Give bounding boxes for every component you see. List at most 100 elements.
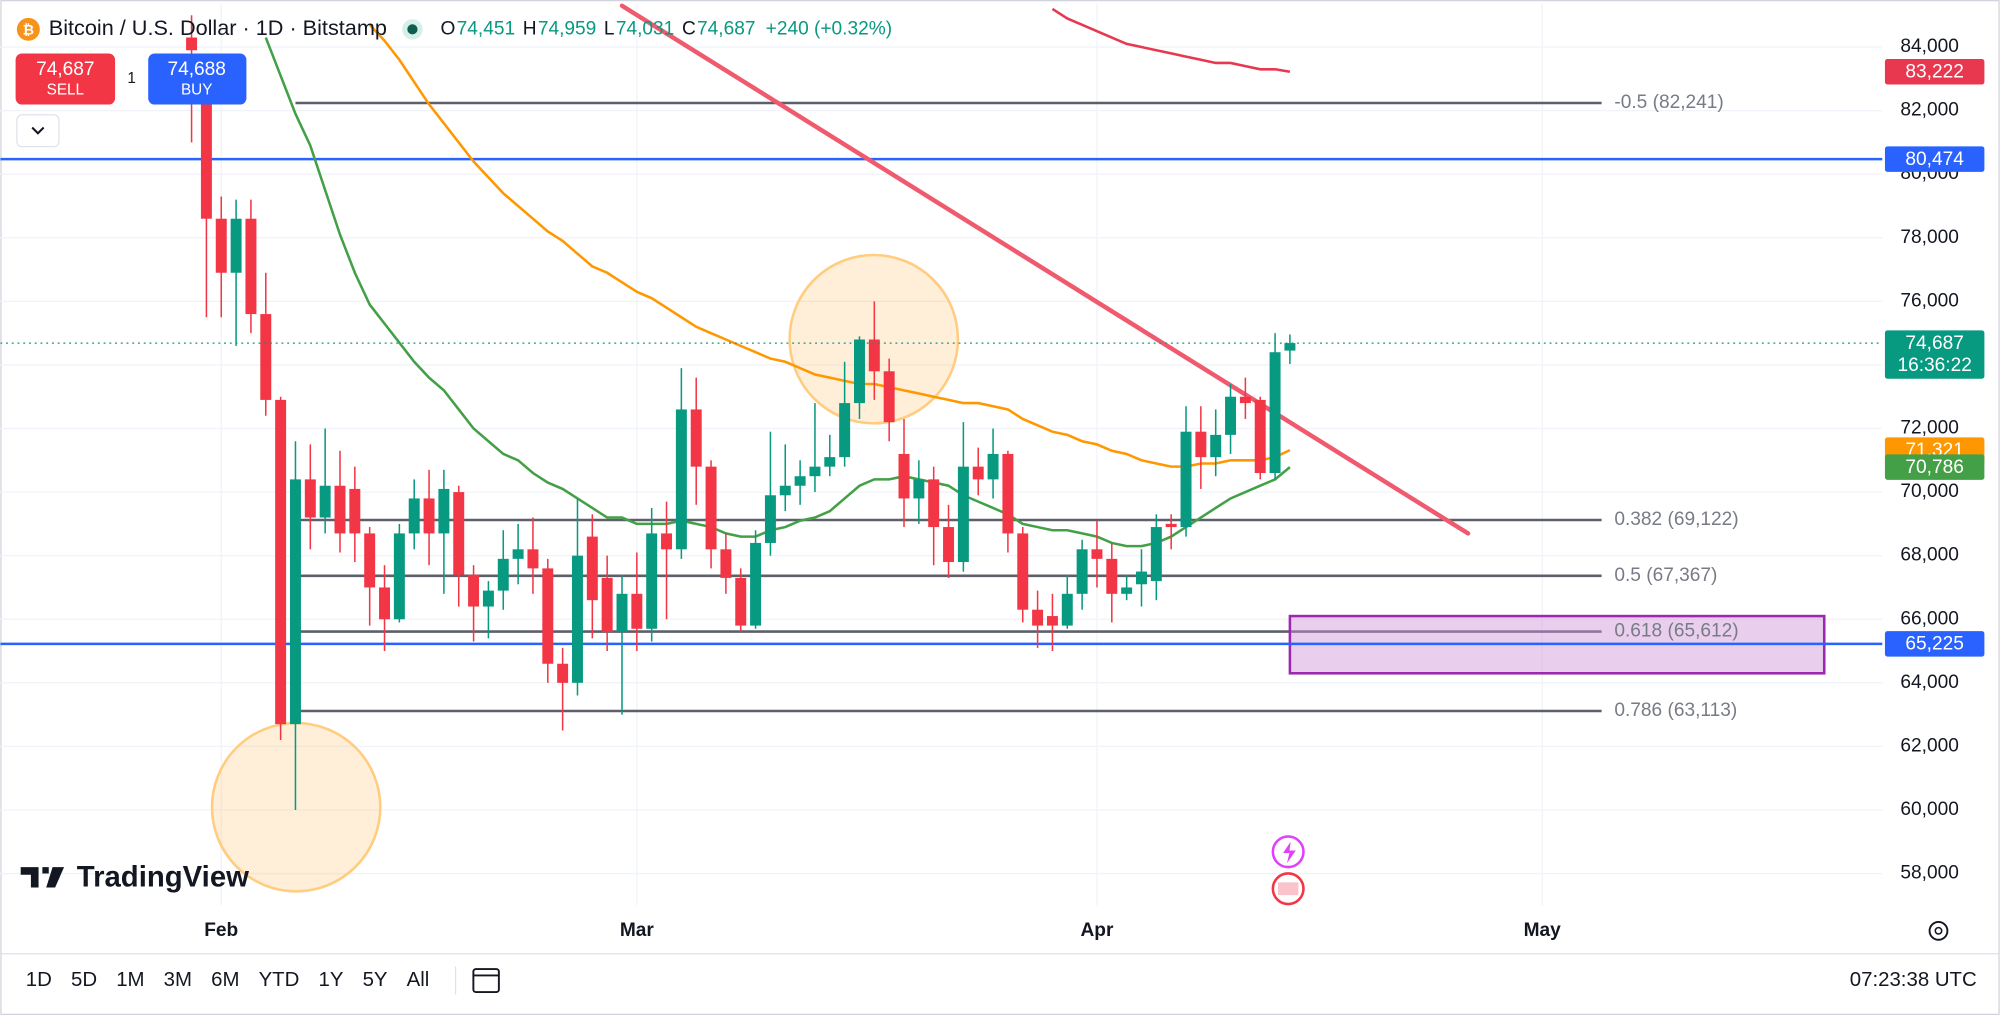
price-tag-label: 65,225 (1905, 634, 1963, 655)
symbol-title[interactable]: Bitcoin / U.S. Dollar · 1D · Bitstamp (49, 15, 387, 40)
event-icon-glyph (1277, 882, 1299, 896)
fib-label: -0.5 (82,241) (1614, 92, 1723, 113)
candle-body (764, 495, 776, 543)
candle-body (542, 568, 554, 664)
clock[interactable]: 07:23:38 UTC (1850, 969, 1977, 991)
settings-button[interactable] (1928, 920, 1949, 941)
fib-label: 0.5 (67,367) (1614, 565, 1717, 586)
price-tag-label: 70,786 (1905, 457, 1963, 478)
settings-icon-center (1934, 926, 1943, 935)
price-tag-label: 83,222 (1905, 61, 1963, 82)
y-tick-label: 76,000 (1900, 290, 1958, 311)
x-tick-label: Apr (1080, 920, 1113, 941)
candle-body (824, 457, 836, 467)
candle-body (275, 399, 287, 725)
candle-body (186, 37, 198, 51)
candle-body (1002, 453, 1014, 534)
candle-body (230, 218, 242, 273)
candle-body (512, 549, 524, 559)
y-tick-label: 68,000 (1900, 545, 1958, 566)
range-button[interactable]: All (407, 969, 430, 991)
event-icons[interactable] (1271, 835, 1305, 906)
collapse-button[interactable] (16, 114, 60, 148)
y-tick-label: 60,000 (1900, 799, 1958, 820)
candle-body (1076, 549, 1088, 594)
x-tick-label: Feb (204, 920, 238, 941)
candle-body (364, 533, 376, 588)
candle-body (497, 558, 509, 591)
candle-body (646, 533, 658, 629)
symbol-icon-glyph: ₿ (23, 21, 34, 37)
ohlc-value: 74,451 (457, 18, 515, 39)
buy-button[interactable] (148, 53, 247, 105)
candle-body (200, 101, 212, 219)
settings-icon[interactable] (1928, 920, 1949, 941)
candle-body (735, 577, 747, 626)
x-tick-label: May (1524, 920, 1562, 941)
candle-body (720, 549, 732, 578)
toolbar: 1D 5D 1M 3M 6M YTD 1Y 5Y All (26, 969, 430, 991)
ohlc-value: 74,959 (538, 18, 596, 39)
price-axis: 58,000 60,000 62,000 64,000 66,000 68,000 70,0… (1884, 36, 1985, 884)
ohlc-key: C (682, 18, 696, 39)
candle-body (423, 498, 435, 534)
candle-body (1269, 352, 1281, 474)
candle-body (1195, 431, 1207, 458)
candle-body (304, 479, 316, 518)
y-tick-label: 64,000 (1900, 672, 1958, 693)
logo: TradingView (20, 860, 249, 893)
price-tag (1884, 454, 1985, 480)
range-button[interactable]: 1M (116, 969, 144, 991)
candle-body (289, 479, 301, 725)
candle-body (557, 663, 569, 683)
fib-label: 0.786 (63,113) (1614, 700, 1737, 721)
candle-body (1091, 549, 1103, 559)
candle-body (482, 590, 494, 607)
candle-body (379, 587, 391, 620)
candle-body (1032, 609, 1044, 626)
candle-body (453, 492, 465, 575)
candle-body (586, 536, 598, 601)
calendar-icon[interactable] (472, 968, 500, 994)
ohlc-key: L (604, 18, 615, 39)
candle-body (675, 409, 687, 550)
candle-body (928, 479, 940, 528)
candle-body (705, 466, 717, 550)
range-button[interactable]: 1D (26, 969, 52, 991)
price-tag (1884, 631, 1985, 657)
candle-body (1210, 434, 1222, 458)
chevron (31, 126, 45, 135)
candle-body (1180, 431, 1192, 528)
logo-text: TradingView (77, 860, 249, 893)
buy-label: BUY (181, 82, 212, 99)
ohlc-key: H (523, 18, 537, 39)
date-range-button[interactable] (472, 968, 500, 994)
candle-body (260, 314, 272, 400)
candle-body (868, 339, 880, 372)
y-tick-label: 58,000 (1900, 863, 1958, 884)
range-button[interactable]: 1Y (319, 969, 344, 991)
range-button[interactable]: 5D (71, 969, 97, 991)
candle-body (883, 371, 895, 423)
range-button[interactable]: 6M (211, 969, 239, 991)
range-button[interactable]: YTD (259, 969, 300, 991)
sell-button[interactable] (15, 53, 116, 105)
range-button[interactable]: 3M (164, 969, 192, 991)
range-button[interactable]: 5Y (363, 969, 388, 991)
event-icon-glyph (1283, 841, 1296, 864)
candle-body (1061, 593, 1073, 626)
candle-body (408, 498, 420, 534)
candle-body (972, 466, 984, 480)
candle-body (1136, 571, 1147, 585)
y-tick-label: 72,000 (1900, 418, 1958, 439)
candle-body (957, 466, 969, 563)
candle-body (1106, 558, 1118, 594)
candle-body (319, 485, 331, 518)
candle-body (334, 485, 346, 534)
candle-body (468, 574, 480, 607)
market-status-dot (407, 24, 418, 35)
candle-body (631, 593, 643, 629)
price-tag (1884, 59, 1985, 85)
y-tick-label: 82,000 (1900, 100, 1958, 121)
